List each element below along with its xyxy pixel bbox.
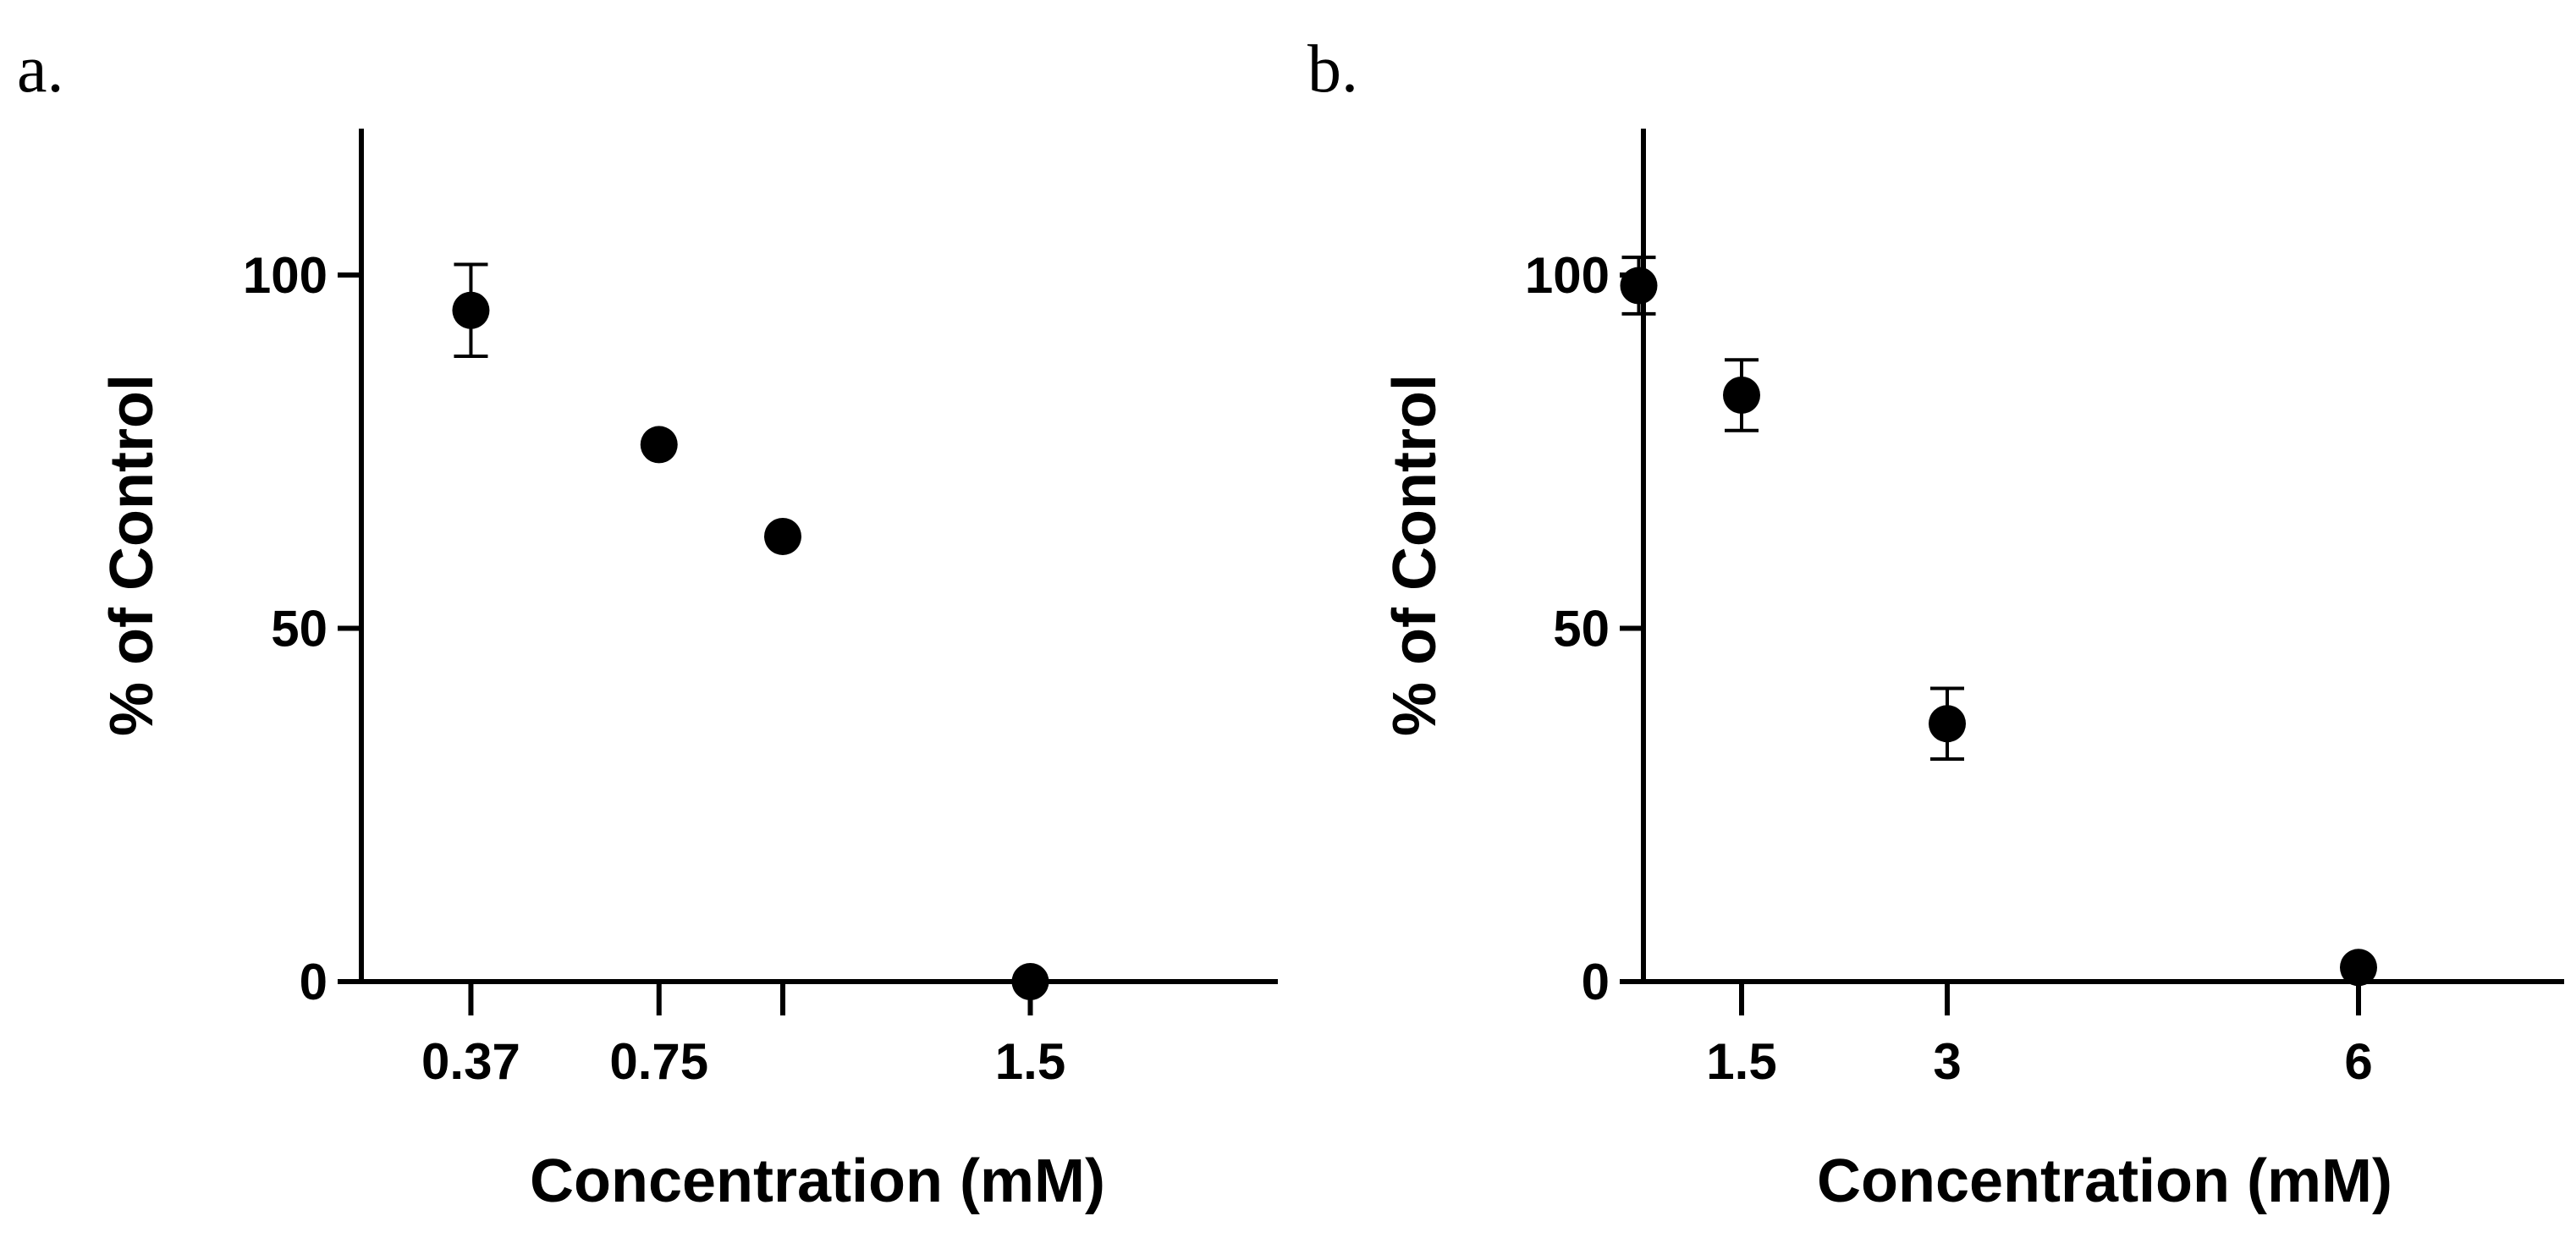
panel-a-x-tick-label: 1.5 xyxy=(995,1033,1065,1090)
panel-b-y-tick-label: 0 xyxy=(1582,954,1610,1010)
panel-a-y-tick-label: 50 xyxy=(271,601,328,658)
panel-a-label: a. xyxy=(17,32,64,107)
panel-b-x-tick-label: 6 xyxy=(2344,1033,2372,1090)
panel-a-points xyxy=(452,262,1049,1000)
panel-a-y-axis-title: % of Control xyxy=(98,374,166,736)
panel-a-y-tick-label: 0 xyxy=(300,954,328,1010)
panel-b-data-point xyxy=(1723,376,1760,414)
panel-a: a. % of Control Concentration (mM) 0 50 10… xyxy=(17,32,1278,1215)
panel-b-y-tick-label: 100 xyxy=(1525,247,1610,304)
panel-b-x-ticks: 1.5 3 6 xyxy=(1706,982,2373,1090)
panel-a-data-point xyxy=(1011,963,1049,1000)
panel-b: b. % of Control Concentration (mM) 0 50 10… xyxy=(1307,32,2564,1215)
panel-a-data-point xyxy=(640,426,678,464)
panel-a-x-axis-title: Concentration (mM) xyxy=(530,1147,1105,1215)
panel-b-x-tick-label: 1.5 xyxy=(1706,1033,1776,1090)
panel-b-y-axis-title: % of Control xyxy=(1381,374,1449,736)
panel-a-x-tick-label: 0.37 xyxy=(421,1033,520,1090)
panel-b-label: b. xyxy=(1307,32,1358,107)
panel-b-data-point xyxy=(1929,705,1966,743)
panel-b-data-point xyxy=(1620,267,1658,305)
panel-a-x-ticks: 0.37 0.75 1.5 xyxy=(421,982,1065,1090)
panel-a-x-tick-label: 0.75 xyxy=(609,1033,708,1090)
panel-b-y-ticks: 0 50 100 xyxy=(1525,247,1643,1010)
panel-a-y-tick-label: 100 xyxy=(243,247,328,304)
panel-b-y-tick-label: 50 xyxy=(1553,601,1610,658)
panel-a-y-ticks: 0 50 100 xyxy=(243,247,361,1010)
panel-b-points xyxy=(1620,256,2377,987)
panel-b-x-axis-title: Concentration (mM) xyxy=(1817,1147,2392,1215)
panel-b-data-point xyxy=(2340,949,2377,987)
panel-a-data-point xyxy=(452,291,490,329)
panel-a-data-point xyxy=(764,517,801,555)
panel-b-x-tick-label: 3 xyxy=(1933,1033,1961,1090)
